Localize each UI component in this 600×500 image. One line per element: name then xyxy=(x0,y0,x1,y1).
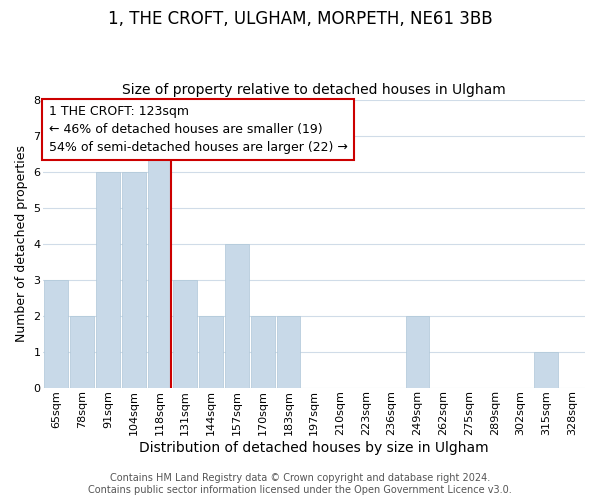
Bar xyxy=(535,352,558,388)
Bar xyxy=(406,316,429,388)
Title: Size of property relative to detached houses in Ulgham: Size of property relative to detached ho… xyxy=(122,83,506,97)
Text: 1 THE CROFT: 123sqm
← 46% of detached houses are smaller (19)
54% of semi-detach: 1 THE CROFT: 123sqm ← 46% of detached ho… xyxy=(49,105,347,154)
Bar xyxy=(199,316,223,388)
X-axis label: Distribution of detached houses by size in Ulgham: Distribution of detached houses by size … xyxy=(139,441,489,455)
Text: 1, THE CROFT, ULGHAM, MORPETH, NE61 3BB: 1, THE CROFT, ULGHAM, MORPETH, NE61 3BB xyxy=(107,10,493,28)
Bar xyxy=(70,316,94,388)
Bar xyxy=(148,136,172,388)
Text: Contains HM Land Registry data © Crown copyright and database right 2024.
Contai: Contains HM Land Registry data © Crown c… xyxy=(88,474,512,495)
Bar xyxy=(173,280,197,388)
Bar xyxy=(122,172,146,388)
Bar xyxy=(225,244,249,388)
Bar xyxy=(96,172,120,388)
Bar xyxy=(44,280,68,388)
Bar xyxy=(251,316,275,388)
Bar xyxy=(277,316,301,388)
Y-axis label: Number of detached properties: Number of detached properties xyxy=(15,145,28,342)
